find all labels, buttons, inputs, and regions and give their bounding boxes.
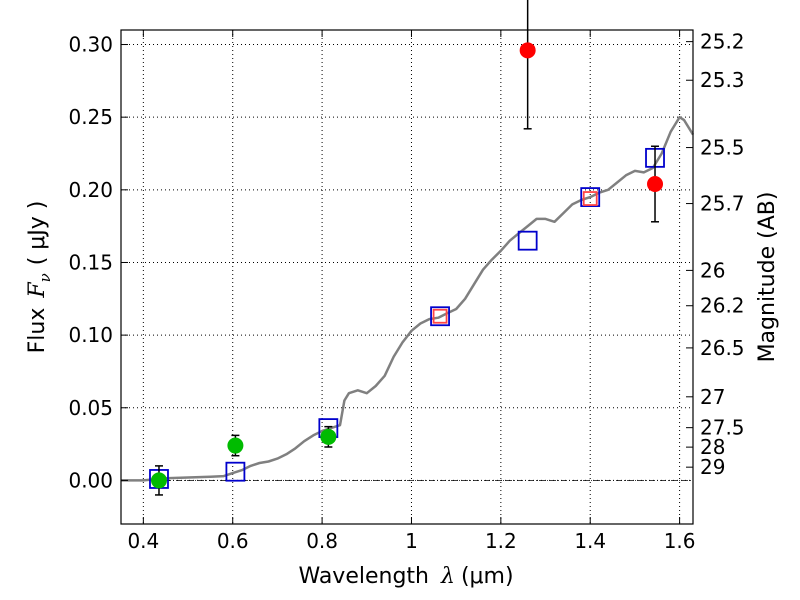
x-tick-label: 1.2 (485, 529, 517, 553)
data-point (150, 472, 167, 489)
model-square (432, 308, 448, 324)
y-tick-label: 0.05 (68, 396, 113, 420)
data-point (519, 42, 536, 59)
y-axis-label: FluxFν( μJy ) (25, 201, 54, 354)
x-tick-label: 0.6 (217, 529, 249, 553)
x-tick-label: 1 (405, 529, 418, 553)
x-tick-label: 1.6 (664, 529, 696, 553)
y2-tick-label: 27.5 (700, 416, 745, 440)
model-square (582, 191, 598, 206)
plot-area (121, 0, 695, 496)
y2-tick-label: 26.5 (700, 336, 745, 360)
y-tick-label: 0.20 (68, 178, 113, 202)
y2-tick-label: 25.5 (700, 136, 745, 160)
y2-tick-label: 25.2 (700, 30, 745, 54)
y2-tick-label: 26.2 (700, 294, 745, 318)
grid (121, 30, 693, 524)
y-tick-label: 0.15 (68, 250, 113, 274)
y-tick-label: 0.25 (68, 105, 113, 129)
sed-model-line (121, 115, 695, 482)
ticks: 0.4 0.6 0.8 1 1.2 1.4 1.6 0.00 0.05 0.10 0.15 0.20 0… (68, 30, 744, 553)
model-square (517, 230, 538, 251)
plot-frame (120, 29, 694, 525)
data-point (647, 176, 664, 193)
y2-tick-label: 27 (700, 385, 725, 409)
y-tick-label: 0.30 (68, 33, 113, 57)
y2-tick-label: 29 (700, 455, 725, 479)
x-tick-label: 0.8 (306, 529, 338, 553)
data-point (227, 437, 244, 454)
model-square (430, 306, 450, 327)
y-tick-label: 0.00 (68, 468, 113, 492)
model-square (580, 187, 601, 207)
x-axis-label: Wavelength λ (μm) (298, 564, 513, 589)
x-tick-label: 1.4 (574, 529, 606, 553)
y2-tick-label: 25.7 (700, 192, 745, 216)
y2-tick-label: 28 (700, 435, 725, 459)
y2-tick-label: 25.3 (700, 68, 745, 92)
y2-tick-label: 26 (700, 258, 725, 282)
model-square (225, 461, 246, 482)
data-point (320, 428, 337, 445)
y2-axis-label: Magnitude (AB) (755, 192, 780, 363)
x-tick-label: 0.4 (127, 529, 159, 553)
y-tick-label: 0.10 (68, 323, 113, 347)
